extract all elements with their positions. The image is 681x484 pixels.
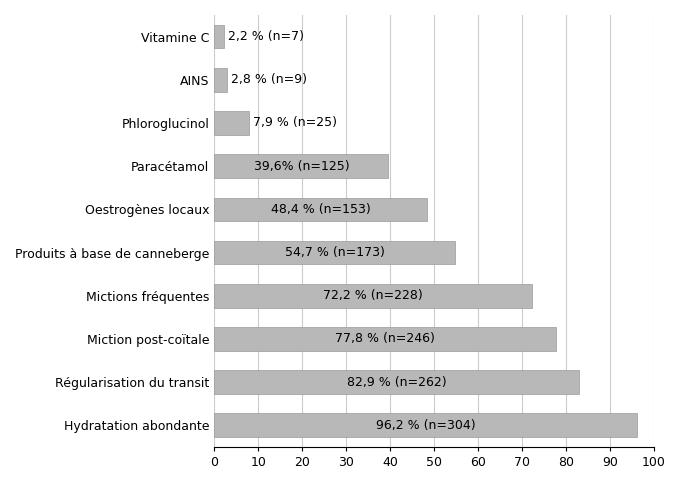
Text: 96,2 % (n=304): 96,2 % (n=304) [376, 419, 475, 432]
Bar [215, 284, 532, 308]
Text: 7,9 % (n=25): 7,9 % (n=25) [253, 117, 337, 130]
Bar [215, 154, 388, 178]
Text: 2,8 % (n=9): 2,8 % (n=9) [231, 73, 307, 86]
Text: 48,4 % (n=153): 48,4 % (n=153) [271, 203, 370, 216]
Bar [215, 241, 455, 264]
Bar [215, 68, 227, 91]
Bar [215, 327, 556, 351]
Text: 77,8 % (n=246): 77,8 % (n=246) [335, 333, 435, 346]
Bar [215, 197, 427, 221]
Bar [215, 413, 637, 437]
Text: 2,2 % (n=7): 2,2 % (n=7) [228, 30, 304, 43]
Text: 72,2 % (n=228): 72,2 % (n=228) [323, 289, 423, 302]
Bar [215, 25, 224, 48]
Text: 54,7 % (n=173): 54,7 % (n=173) [285, 246, 385, 259]
Bar [215, 370, 579, 394]
Text: 82,9 % (n=262): 82,9 % (n=262) [347, 376, 446, 389]
Text: 39,6% (n=125): 39,6% (n=125) [253, 160, 349, 173]
Bar [215, 111, 249, 135]
